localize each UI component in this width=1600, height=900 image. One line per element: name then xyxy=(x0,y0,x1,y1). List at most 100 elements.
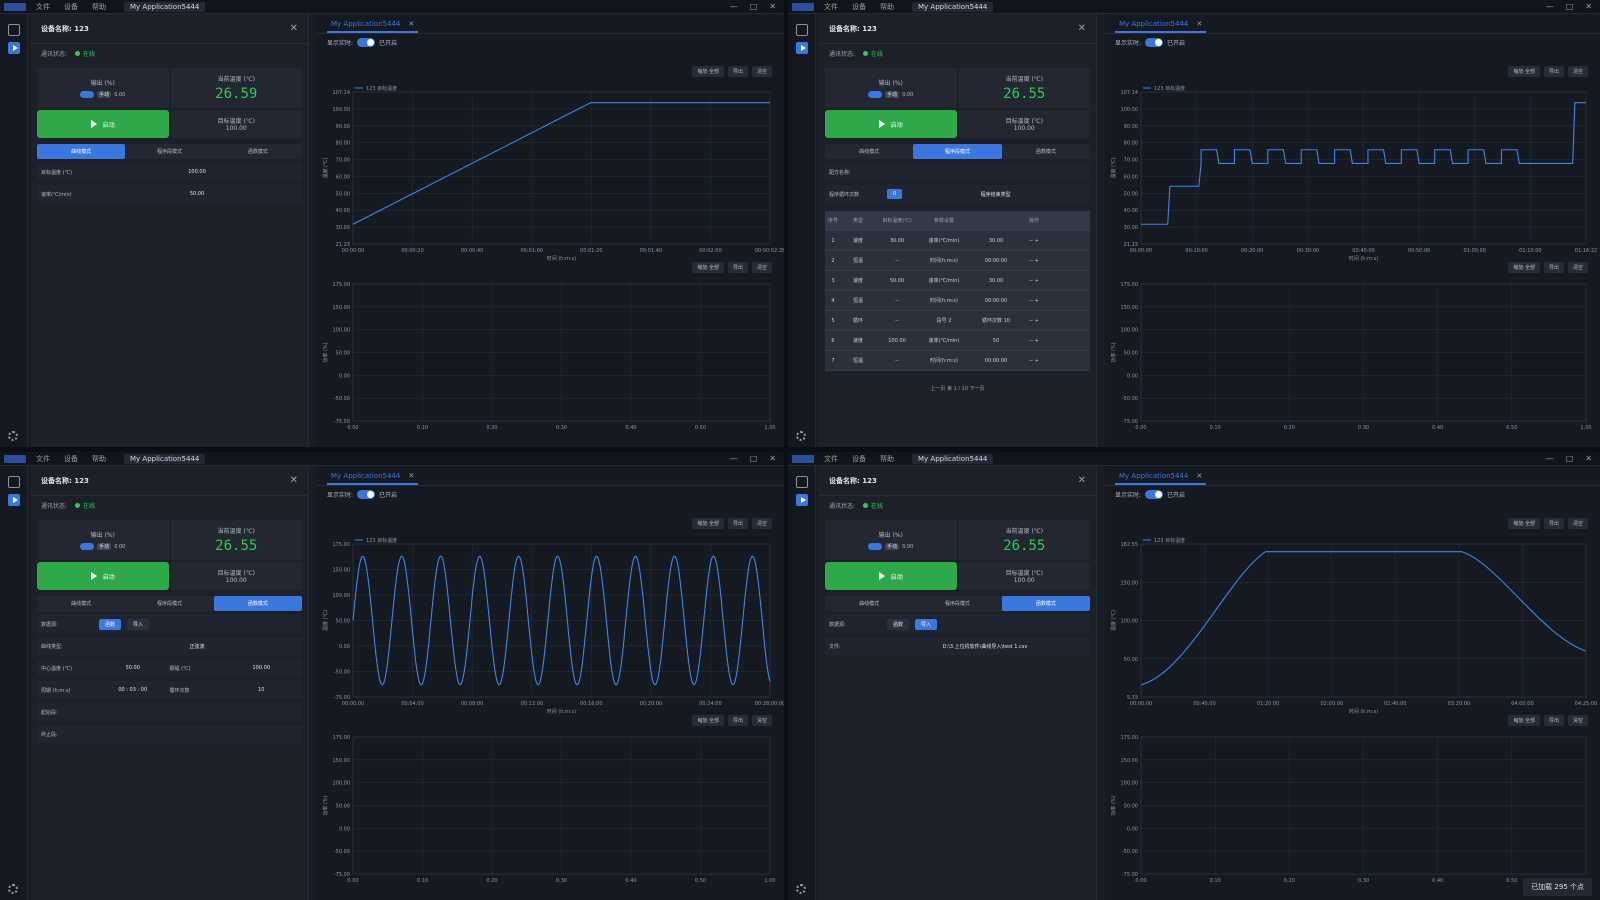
start-button[interactable]: 启动 xyxy=(825,110,957,138)
chart-tab[interactable]: My Application5444 ✕ xyxy=(327,472,419,485)
minimize-button[interactable]: — xyxy=(1545,2,1554,11)
mode-tab[interactable]: 曲线模式 xyxy=(859,149,880,155)
param-input[interactable]: 50.00 xyxy=(189,191,205,197)
start-button[interactable]: 启动 xyxy=(37,562,169,590)
chart-tool-button[interactable]: 导出 xyxy=(1543,66,1564,77)
table-cell[interactable]: -- xyxy=(895,357,899,364)
start-button[interactable]: 启动 xyxy=(37,110,169,138)
menu-item[interactable]: 设备 xyxy=(852,454,866,463)
table-row[interactable]: 3 速度 50.00 速率(℃/min) 30.00 − + xyxy=(825,271,1090,291)
gear-icon[interactable] xyxy=(796,884,806,894)
table-cell[interactable]: 50.00 xyxy=(889,277,905,284)
menu-item[interactable]: 帮助 xyxy=(880,454,894,463)
table-cell[interactable]: 30.00 xyxy=(988,237,1004,244)
row-actions[interactable]: − + xyxy=(1029,317,1039,324)
menu-item[interactable]: 帮助 xyxy=(880,2,894,11)
start-button[interactable]: 启动 xyxy=(825,562,957,590)
menu-item[interactable]: 帮助 xyxy=(92,2,106,11)
chart-tool-button[interactable]: 导出 xyxy=(727,66,748,77)
mode-tab[interactable]: 函数模式 xyxy=(213,596,302,611)
param-input[interactable]: 100.00 xyxy=(252,665,271,671)
table-cell[interactable]: -- xyxy=(895,297,899,304)
chart-tool-button[interactable]: 导出 xyxy=(727,262,748,273)
menu-item[interactable]: 帮助 xyxy=(92,454,106,463)
row-actions[interactable]: − + xyxy=(1029,257,1039,264)
folder-icon[interactable] xyxy=(795,476,808,488)
menu-item[interactable]: 文件 xyxy=(36,2,50,11)
chart-tool-button[interactable]: 缩放·全部 xyxy=(1508,715,1540,726)
top-chart[interactable]: 107.14 100.00 90.00 80.00 70.00 60.00 50.00 40.… xyxy=(1105,72,1600,270)
param-input[interactable]: 100.00 xyxy=(188,169,206,175)
table-cell[interactable]: -- xyxy=(895,257,899,264)
row-actions[interactable]: − + xyxy=(1029,297,1039,304)
table-cell[interactable]: 30.00 xyxy=(889,237,905,244)
table-row[interactable]: 5 循环 -- 段号 2 循环次数 10 − + xyxy=(825,311,1090,331)
close-window-button[interactable]: ✕ xyxy=(1585,2,1592,11)
table-cell[interactable]: 00:00:00 xyxy=(984,257,1008,264)
chart-tool-button[interactable]: 清空 xyxy=(751,66,772,77)
param-input[interactable]: 10 xyxy=(258,687,265,693)
chart-tool-button[interactable]: 导出 xyxy=(1543,715,1564,726)
chart-tool-button[interactable]: 清空 xyxy=(1567,715,1588,726)
gear-icon[interactable] xyxy=(8,884,18,894)
table-cell[interactable]: 100.00 xyxy=(888,337,906,344)
menu-item[interactable]: 设备 xyxy=(64,2,78,11)
maximize-button[interactable]: □ xyxy=(749,2,758,11)
close-window-button[interactable]: ✕ xyxy=(769,2,776,11)
auto-toggle[interactable] xyxy=(868,91,883,98)
mode-tab[interactable]: 曲线模式 xyxy=(71,601,92,607)
minimize-button[interactable]: — xyxy=(1545,454,1554,463)
live-toggle[interactable] xyxy=(1145,489,1164,499)
play-icon[interactable] xyxy=(7,42,20,54)
table-cell[interactable]: 00:00:00 xyxy=(984,297,1008,304)
menu-item[interactable]: 设备 xyxy=(64,454,78,463)
pager-item[interactable]: 上一页 xyxy=(930,386,946,392)
table-cell[interactable]: 段号 2 xyxy=(936,318,952,324)
row-actions[interactable]: − + xyxy=(1029,357,1039,364)
minimize-button[interactable]: — xyxy=(729,454,738,463)
chart-tool-button[interactable]: 导出 xyxy=(727,518,748,529)
table-cell[interactable]: 循环次数 10 xyxy=(982,318,1010,324)
table-cell[interactable]: 00:00:00 xyxy=(984,357,1008,364)
mode-tab[interactable]: 函数模式 xyxy=(247,149,268,155)
chart-tool-button[interactable]: 清空 xyxy=(751,262,772,273)
app-selector[interactable]: My Application5444 xyxy=(912,1,994,12)
close-icon[interactable]: ✕ xyxy=(1077,23,1086,34)
live-toggle[interactable] xyxy=(357,489,376,499)
loop-value[interactable]: 0 xyxy=(887,189,903,199)
app-selector[interactable]: My Application5444 xyxy=(124,453,206,464)
mode-tab[interactable]: 曲线模式 xyxy=(859,601,880,607)
menu-item[interactable]: 设备 xyxy=(852,2,866,11)
play-icon[interactable] xyxy=(795,494,808,506)
live-toggle[interactable] xyxy=(1145,37,1164,47)
mode-tab[interactable]: 函数模式 xyxy=(1001,596,1090,611)
chart-tool-button[interactable]: 清空 xyxy=(1567,518,1588,529)
close-icon[interactable]: ✕ xyxy=(1196,472,1203,480)
table-cell[interactable]: 30.00 xyxy=(988,277,1004,284)
chart-tool-button[interactable]: 缩放·全部 xyxy=(692,518,724,529)
top-chart[interactable]: 107.14 100.00 90.00 80.00 70.00 60.00 50.00 40.… xyxy=(317,72,784,270)
chart-tool-button[interactable]: 清空 xyxy=(751,518,772,529)
chart-tool-button[interactable]: 缩放·全部 xyxy=(1508,262,1540,273)
chart-tool-button[interactable]: 清空 xyxy=(1567,66,1588,77)
mode-tab[interactable]: 程序段模式 xyxy=(156,149,182,155)
table-row[interactable]: 4 恒温 -- 时间(h:m:s) 00:00:00 − + xyxy=(825,291,1090,311)
table-row[interactable]: 2 恒温 -- 时间(h:m:s) 00:00:00 − + xyxy=(825,251,1090,271)
auto-toggle[interactable] xyxy=(80,543,95,550)
table-row[interactable]: 6 速度 100.00 速率(℃/min) 50 − + xyxy=(825,331,1090,351)
minimize-button[interactable]: — xyxy=(729,2,738,11)
close-window-button[interactable]: ✕ xyxy=(769,454,776,463)
source-option[interactable]: 导入 xyxy=(127,618,150,630)
mode-tab[interactable]: 程序段模式 xyxy=(913,144,1002,159)
app-selector[interactable]: My Application5444 xyxy=(124,1,206,12)
app-selector[interactable]: My Application5444 xyxy=(912,453,994,464)
source-option[interactable]: 函数 xyxy=(887,618,910,630)
auto-toggle[interactable] xyxy=(80,91,95,98)
chart-tool-button[interactable]: 导出 xyxy=(727,715,748,726)
live-toggle[interactable] xyxy=(357,37,376,47)
close-icon[interactable]: ✕ xyxy=(1077,475,1086,486)
play-icon[interactable] xyxy=(795,42,808,54)
table-cell[interactable]: 速率(℃/min) xyxy=(928,278,960,284)
mode-tab[interactable]: 程序段模式 xyxy=(944,601,970,607)
